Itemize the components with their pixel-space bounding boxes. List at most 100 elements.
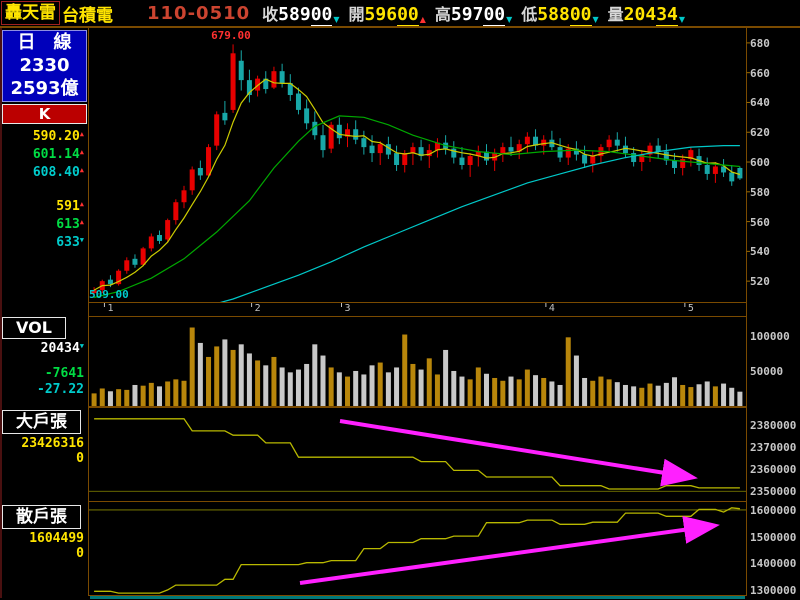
ma-value: 601.14▲ [0, 147, 84, 162]
panel-frame [88, 407, 747, 502]
major-holders-panel-button[interactable]: 大戶張 [2, 410, 81, 434]
price-axis-label: 620 [750, 126, 770, 140]
down-arrow-icon: ▼ [79, 236, 84, 244]
stock-name: 台積電 [62, 5, 113, 26]
price-axis-label: 600 [750, 156, 770, 170]
major-axis-label: 2370000 [750, 441, 797, 455]
price-axis-label: 680 [750, 36, 770, 50]
ma-long-line [219, 145, 740, 302]
period-selector-box[interactable]: 日 線 2330 2593億 [2, 30, 87, 102]
quote-value: 59700 [450, 4, 506, 26]
month-tick-label: 5 [687, 303, 694, 314]
price-axis-label: 580 [750, 185, 770, 199]
quote-values: 收 58900 ▼ 開 59600 ▲ 高 59700 ▼ 低 58800 ▼ 量 20434 ▼ [262, 1, 685, 26]
chart-type-button[interactable]: K [2, 104, 87, 124]
candlestick-layer [91, 44, 743, 302]
quote-volume: 量 20434 ▼ [607, 1, 685, 26]
value-text: 601.14 [32, 147, 80, 162]
volume-stat: -7641 [0, 366, 84, 381]
up-arrow-icon: ▲ [79, 200, 84, 208]
quote-label: 收 [262, 5, 279, 24]
quote-value-tail: 00 [569, 4, 592, 26]
down-arrow-icon: ▼ [79, 342, 84, 350]
volume-total: 20434▼ [0, 341, 84, 356]
value-text: 0 [76, 451, 84, 466]
bottom-scroll-strip[interactable] [90, 596, 745, 599]
price-axis-label: 520 [750, 275, 770, 289]
month-tick-label: 3 [344, 303, 351, 314]
major-holders-value: 23426316 [0, 436, 84, 451]
major-holders-line [94, 418, 740, 490]
volume-axis-label: 50000 [750, 364, 784, 378]
volume-panel-button[interactable]: VOL [2, 317, 66, 339]
quote-high: 高 59700 ▼ [434, 1, 513, 26]
panel-frame [88, 27, 747, 303]
window-left-border [0, 28, 2, 598]
stock-id: 2330 [19, 55, 70, 76]
quote-value-main: 597 [450, 4, 484, 25]
up-arrow-icon: ▲ [79, 166, 84, 174]
quote-value-tail: 00 [483, 4, 506, 26]
value-text: 608.40 [32, 165, 80, 180]
quote-label: 高 [434, 5, 451, 24]
value-text: 20434 [40, 341, 80, 356]
value-text: 591 [56, 199, 80, 214]
trend-arrow [299, 515, 720, 585]
quote-open: 開 59600 ▲ [348, 1, 426, 26]
quote-label: 量 [607, 5, 624, 24]
quote-value-main: 596 [364, 4, 398, 25]
quote-value-tail: 00 [397, 4, 419, 26]
down-arrow-icon: ▼ [333, 15, 340, 24]
retail-axis-label: 1600000 [750, 503, 797, 517]
quote-close: 收 58900 ▼ [262, 1, 340, 26]
retail-axis-label: 1300000 [750, 583, 797, 597]
down-arrow-icon: ▼ [592, 15, 599, 24]
ma-short-line [93, 78, 741, 291]
quote-value: 59600 [364, 4, 419, 26]
retail-axis-label: 1500000 [750, 530, 797, 544]
price-extreme-label: 509.00 [89, 288, 129, 301]
quote-header-bar: 轟天雷 台積電 110-0510 收 58900 ▼ 開 59600 ▲ 高 59700 ▼ 低 5… [0, 0, 800, 27]
quote-label: 低 [521, 5, 538, 24]
quote-value-main: 204 [623, 4, 657, 25]
month-tick-label: 2 [254, 303, 261, 314]
panel-frame [88, 316, 747, 407]
app-title[interactable]: 轟天雷 [1, 1, 60, 25]
up-arrow-icon: ▲ [79, 148, 84, 156]
trend-arrow [339, 419, 698, 487]
value-text: 613 [56, 217, 80, 232]
month-tick-label: 4 [548, 303, 555, 314]
down-arrow-icon: ▼ [506, 15, 513, 24]
value-text: 0 [76, 546, 84, 561]
market-value: 2593億 [10, 78, 79, 99]
level-value: 591▲ [0, 199, 84, 214]
quote-value-tail: 00 [310, 4, 333, 26]
value-text: 1604499 [29, 531, 84, 546]
price-axis-label: 640 [750, 96, 770, 110]
up-arrow-icon: ▲ [79, 218, 84, 226]
panel-frame [88, 501, 747, 596]
volume-bars-layer [91, 327, 743, 406]
value-text: -27.22 [37, 382, 84, 397]
quote-value-tail: 34 [656, 4, 678, 26]
ma-value: 590.20▲ [0, 129, 84, 144]
retail-holders-value: 0 [0, 546, 84, 561]
quote-low: 低 58800 ▼ [521, 1, 599, 26]
panel-frame [88, 302, 747, 317]
up-arrow-icon: ▲ [79, 130, 84, 138]
price-axis-label: 660 [750, 66, 770, 80]
retail-holders-line [94, 507, 740, 594]
retail-holders-panel-button[interactable]: 散戶張 [2, 505, 81, 529]
major-axis-label: 2350000 [750, 485, 797, 499]
ma-mid-line [93, 115, 740, 299]
price-axis-label: 560 [750, 215, 770, 229]
up-arrow-icon: ▲ [419, 15, 426, 24]
major-axis-label: 2360000 [750, 463, 797, 477]
quote-value: 58900 [278, 4, 333, 26]
quote-date: 110-0510 [147, 2, 251, 24]
quote-label: 開 [348, 5, 365, 24]
quote-value: 58800 [537, 4, 592, 26]
level-value: 633▼ [0, 235, 84, 250]
